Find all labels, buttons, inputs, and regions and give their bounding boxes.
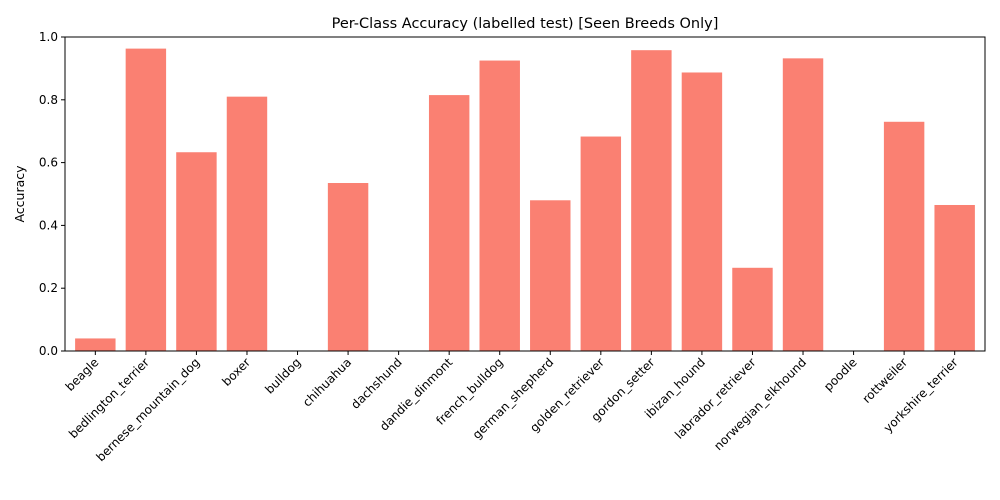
y-tick-label: 0.2 xyxy=(39,281,58,295)
bars-group xyxy=(75,48,975,352)
y-tick-label: 0.4 xyxy=(39,218,58,232)
y-tick-label: 0.8 xyxy=(39,93,58,107)
chart-title: Per-Class Accuracy (labelled test) [Seen… xyxy=(332,16,719,32)
bar-golden_retriever xyxy=(580,136,622,351)
x-tick-label: beagle xyxy=(63,355,102,394)
y-tick-label: 1.0 xyxy=(39,30,58,44)
bar-ibizan_hound xyxy=(681,72,723,352)
y-tick-label: 0.0 xyxy=(39,344,58,358)
bar-german_shepherd xyxy=(530,200,571,351)
y-tick-label: 0.6 xyxy=(39,156,58,170)
bar-yorkshire_terrier xyxy=(934,204,975,351)
bar-beagle xyxy=(75,338,116,351)
x-tick-label: chihuahua xyxy=(300,355,354,409)
bar-labrador_retriever xyxy=(732,267,773,351)
x-tick-label: boxer xyxy=(219,355,253,389)
bar-bernese_mountain_dog xyxy=(176,152,217,351)
plot-frame xyxy=(64,36,986,352)
x-tick-label: bulldog xyxy=(262,355,303,396)
x-tick-label: poodle xyxy=(821,355,860,394)
bar-dandie_dinmont xyxy=(428,95,470,351)
x-tick-label: norwegian_elkhound xyxy=(711,355,809,453)
bar-boxer xyxy=(226,96,268,351)
bar-gordon_setter xyxy=(631,50,672,352)
bar-rottweiler xyxy=(883,121,925,351)
bar-chihuahua xyxy=(327,183,369,351)
bar-norwegian_elkhound xyxy=(782,58,824,352)
x-tick-label: bernese_mountain_dog xyxy=(94,355,203,464)
x-tick-label: rottweiler xyxy=(860,355,911,406)
y-axis-label: Accuracy xyxy=(12,165,27,223)
bar-bedlington_terrier xyxy=(125,48,167,351)
x-axis-ticks: beaglebedlington_terrierbernese_mountain… xyxy=(63,351,961,464)
bar-french_bulldog xyxy=(479,60,520,352)
y-axis-ticks: 0.0 0.2 0.4 0.6 0.8 1.0 xyxy=(39,30,65,358)
